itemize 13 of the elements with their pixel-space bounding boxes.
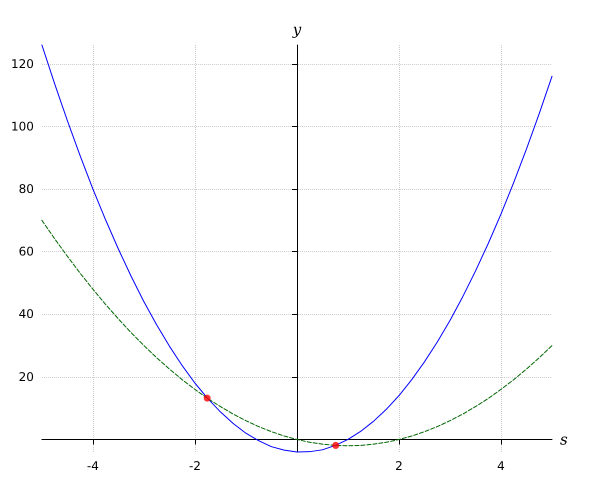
x-tick-label: -4 [86, 459, 99, 473]
y-tick-label: 120 [11, 56, 34, 71]
y-tick-label: 40 [18, 307, 34, 322]
x-tick-label: 4 [497, 459, 505, 473]
y-axis-title: y [292, 20, 302, 38]
y-tick-label: 100 [11, 119, 34, 134]
x-tick-label: -2 [188, 459, 201, 473]
y-tick-label: 80 [18, 182, 34, 196]
x-tick-label: 2 [395, 459, 403, 473]
y-tick-label: 20 [18, 370, 34, 384]
x-axis-title: s [560, 430, 568, 448]
y-tick-label: 60 [18, 244, 34, 259]
line-series [41, 44, 552, 452]
